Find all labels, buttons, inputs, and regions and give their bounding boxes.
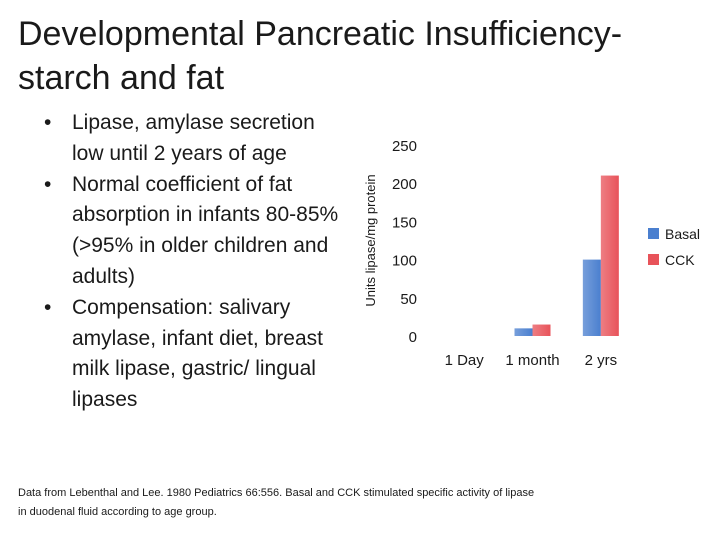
- bullet-text: Compensation: salivary amylase, infant d…: [72, 295, 323, 412]
- bullet-item: • Normal coefficient of fat absorption in…: [44, 170, 344, 293]
- x-tick-label: 1 month: [505, 352, 559, 369]
- slide-title: Developmental Pancreatic Insufficiency- …: [18, 15, 623, 97]
- y-tick-label: 150: [392, 214, 417, 231]
- y-tick-label: 250: [392, 138, 417, 155]
- x-tick-label: 2 yrs: [585, 352, 618, 369]
- y-tick-label: 200: [392, 176, 417, 193]
- bullet-item: • Lipase, amylase secretion low until 2 y…: [44, 108, 344, 170]
- legend-swatch-basal: [648, 228, 659, 239]
- y-tick-label: 50: [400, 291, 417, 308]
- bullet-text: Lipase, amylase secretion low until 2 ye…: [72, 111, 315, 165]
- bullet-list: • Lipase, amylase secretion low until 2 y…: [44, 108, 344, 416]
- lipase-bar-chart: Units lipase/mg protein 0 50 100 150 200 250 1 …: [363, 138, 700, 369]
- legend-label-cck: CCK: [665, 252, 695, 268]
- bar-cck-2-yrs: [600, 175, 619, 336]
- y-axis-title: Units lipase/mg protein: [363, 174, 378, 306]
- bar-basal-1-month: [514, 328, 533, 336]
- bullet-icon: •: [44, 295, 52, 319]
- y-tick-label: 100: [392, 253, 417, 270]
- source-footnote: Data from Lebenthal and Lee. 1980 Pediat…: [18, 487, 535, 518]
- legend-swatch-cck: [648, 254, 659, 265]
- y-tick-label: 0: [409, 329, 417, 346]
- legend-label-basal: Basal: [665, 226, 700, 242]
- bullet-item: • Compensation: salivary amylase, infant …: [44, 293, 344, 416]
- bar-cck-1-month: [532, 324, 551, 336]
- bar-basal-2-yrs: [582, 259, 601, 336]
- bullet-icon: •: [44, 172, 52, 196]
- x-tick-label: 1 Day: [445, 352, 485, 369]
- bullet-text: Normal coefficient of fat absorption in …: [72, 172, 339, 288]
- bullet-icon: •: [44, 111, 52, 134]
